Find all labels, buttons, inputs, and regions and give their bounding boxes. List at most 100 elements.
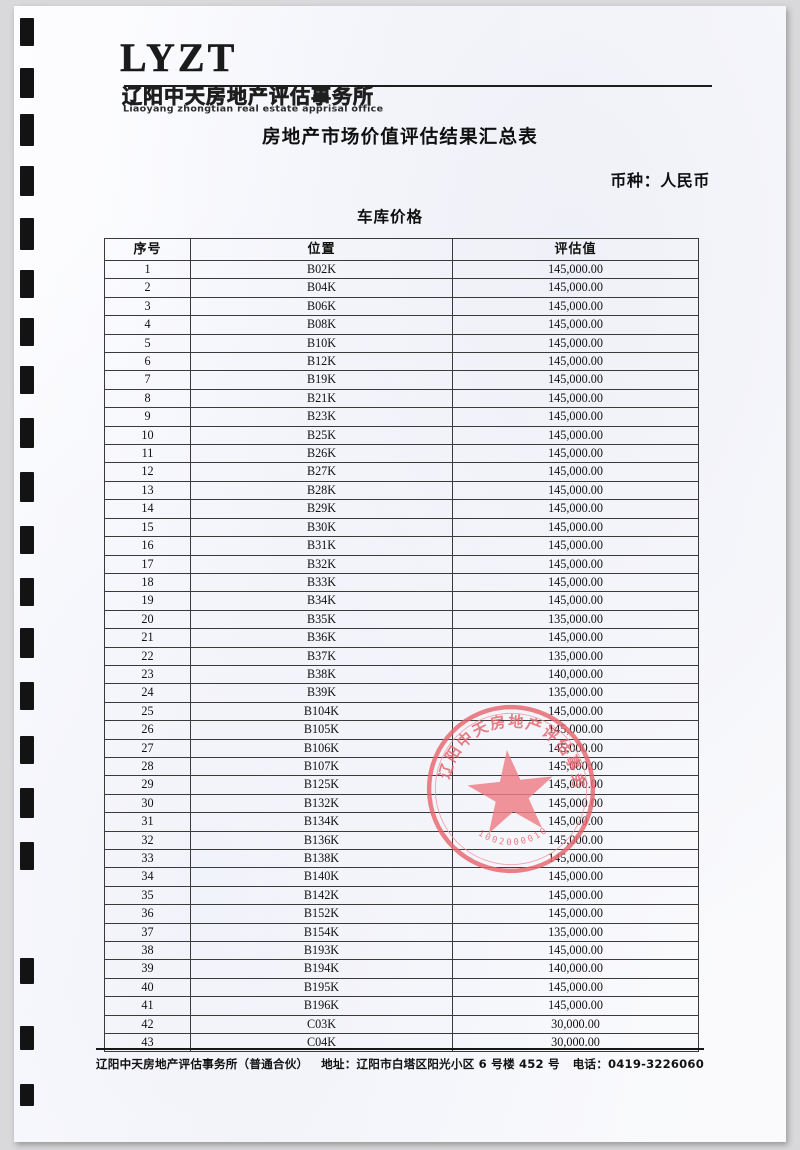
cell-index: 32: [104, 830, 191, 851]
cell-location: B138K: [190, 848, 453, 869]
table-row: 8 B21K 145,000.00: [104, 388, 699, 409]
table-row: 34 B140K 145,000.00: [104, 867, 699, 887]
cell-location: B196K: [190, 996, 453, 1016]
cell-index: 10: [104, 425, 191, 446]
cell-location: B194K: [190, 959, 453, 979]
cell-index: 12: [104, 462, 191, 482]
cell-index: 9: [104, 407, 191, 427]
cell-location: B142K: [190, 885, 453, 906]
cell-location: B134K: [190, 812, 453, 832]
cell-value: 145,000.00: [452, 499, 699, 519]
binding-mark: [20, 366, 34, 394]
cell-value: 145,000.00: [452, 941, 699, 961]
cell-index: 25: [104, 701, 191, 722]
table-row: 25 B104K 145,000.00: [104, 701, 699, 722]
cell-location: B125K: [190, 775, 453, 795]
cell-location: B32K: [190, 554, 453, 574]
cell-value: 145,000.00: [452, 572, 699, 593]
cell-value: 145,000.00: [452, 591, 699, 611]
cell-value: 145,000.00: [452, 775, 699, 795]
cell-value: 145,000.00: [452, 720, 699, 740]
cell-index: 15: [104, 517, 191, 538]
cell-value: 145,000.00: [452, 259, 699, 280]
binding-mark: [20, 472, 34, 502]
table-row: 29 B125K 145,000.00: [104, 775, 699, 795]
binding-mark: [20, 218, 34, 250]
table-row: 24 B39K 135,000.00: [104, 683, 699, 703]
cell-location: B35K: [190, 609, 453, 630]
table-row: 7 B19K 145,000.00: [104, 370, 699, 390]
footer-company: 辽阳中天房地产评估事务所（普通合伙）: [96, 1057, 309, 1071]
cell-location: B33K: [190, 572, 453, 593]
table-row: 28 B107K 145,000.00: [104, 756, 699, 777]
table-row: 41 B196K 145,000.00: [104, 996, 699, 1016]
cell-value: 135,000.00: [452, 922, 699, 943]
cell-index: 18: [104, 572, 191, 593]
binding-mark: [20, 114, 34, 146]
cell-value: 30,000.00: [452, 1033, 699, 1053]
cell-value: 145,000.00: [452, 848, 699, 869]
cell-location: B107K: [190, 756, 453, 777]
cell-index: 22: [104, 646, 191, 666]
cell-index: 11: [104, 444, 191, 464]
cell-value: 145,000.00: [452, 278, 699, 298]
table-row: 9 B23K 145,000.00: [104, 407, 699, 427]
table-row: 43 C04K 30,000.00: [104, 1033, 699, 1053]
letterhead-divider: [124, 85, 712, 87]
cell-index: 20: [104, 609, 191, 630]
currency-label: 币种：人民币: [610, 171, 710, 190]
cell-value: 145,000.00: [452, 996, 699, 1016]
binding-marks-strip: [14, 6, 44, 1142]
cell-value: 145,000.00: [452, 444, 699, 464]
cell-index: 17: [104, 554, 191, 574]
cell-location: B08K: [190, 315, 453, 335]
column-header-index: 序号: [104, 238, 191, 261]
binding-mark: [20, 628, 34, 658]
binding-mark: [20, 18, 34, 46]
footer-divider: [96, 1048, 704, 1050]
table-row: 11 B26K 145,000.00: [104, 444, 699, 464]
table-row: 32 B136K 145,000.00: [104, 830, 699, 851]
table-row: 35 B142K 145,000.00: [104, 885, 699, 906]
table-row: 14 B29K 145,000.00: [104, 499, 699, 519]
cell-location: B38K: [190, 664, 453, 685]
cell-location: B31K: [190, 536, 453, 556]
cell-index: 8: [104, 388, 191, 409]
table-row: 33 B138K 145,000.00: [104, 848, 699, 869]
table-row: 36 B152K 145,000.00: [104, 904, 699, 924]
cell-location: B152K: [190, 904, 453, 924]
cell-value: 145,000.00: [452, 977, 699, 998]
cell-location: B28K: [190, 480, 453, 501]
letterhead: LYZT 辽阳中天房地产评估事务所 Liaoyang zhongtian rea…: [110, 37, 712, 114]
cell-value: 145,000.00: [452, 517, 699, 538]
table-row: 30 B132K 145,000.00: [104, 793, 699, 814]
cell-location: B195K: [190, 977, 453, 998]
table-row: 26 B105K 145,000.00: [104, 720, 699, 740]
page-title: 房地产市场价值评估结果汇总表: [262, 127, 538, 148]
cell-value: 145,000.00: [452, 628, 699, 648]
binding-mark: [20, 1084, 34, 1106]
cell-index: 39: [104, 959, 191, 979]
company-name-english: Liaoyang zhongtian real estate apprisal …: [123, 104, 384, 115]
table-body: 1 B02K 145,000.00 2 B04K 145,000.00 3 B06K 145,0…: [104, 259, 699, 1053]
cell-value: 145,000.00: [452, 462, 699, 482]
cell-value: 140,000.00: [452, 959, 699, 979]
table-row: 20 B35K 135,000.00: [104, 609, 699, 630]
cell-value: 145,000.00: [452, 480, 699, 501]
cell-index: 35: [104, 885, 191, 906]
cell-value: 145,000.00: [452, 333, 699, 354]
binding-mark: [20, 736, 34, 764]
table-row: 23 B38K 140,000.00: [104, 664, 699, 685]
cell-location: B23K: [190, 407, 453, 427]
cell-index: 30: [104, 793, 191, 814]
cell-location: B106K: [190, 738, 453, 758]
binding-mark: [20, 842, 34, 870]
cell-index: 24: [104, 683, 191, 703]
cell-index: 29: [104, 775, 191, 795]
cell-index: 31: [104, 812, 191, 832]
cell-location: B39K: [190, 683, 453, 703]
cell-index: 26: [104, 720, 191, 740]
table-row: 39 B194K 140,000.00: [104, 959, 699, 979]
cell-value: 145,000.00: [452, 904, 699, 924]
cell-value: 145,000.00: [452, 793, 699, 814]
